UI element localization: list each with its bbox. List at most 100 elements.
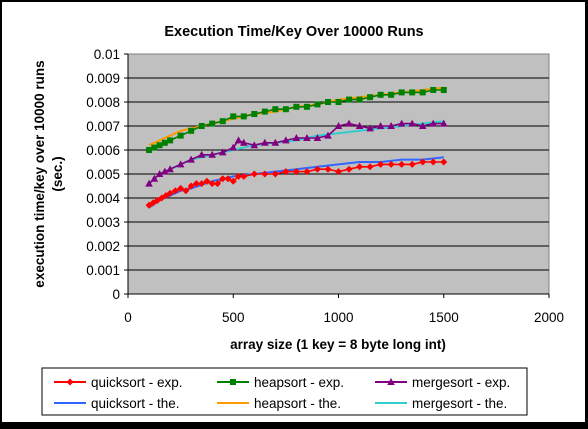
data-point: [387, 122, 395, 129]
data-point: [324, 165, 332, 173]
legend-label: mergesort - the.: [412, 396, 507, 411]
data-point: [440, 158, 448, 166]
data-point: [346, 96, 353, 103]
data-point: [335, 99, 342, 105]
legend-label: quicksort - exp.: [91, 375, 183, 390]
data-point: [366, 163, 374, 171]
legend-item-heapsort-exp: heapsort - exp.: [217, 375, 344, 390]
data-point: [230, 113, 237, 120]
data-point: [324, 99, 331, 105]
data-point: [271, 138, 280, 146]
data-point: [345, 165, 353, 173]
data-point: [208, 150, 216, 158]
chart-frame: Execution Time/Key Over 10000 Runs 0 0.00…: [1, 1, 586, 423]
chart-title: Execution Time/Key Over 10000 Runs: [164, 24, 423, 40]
data-point: [219, 118, 226, 125]
data-point: [197, 150, 206, 158]
data-point: [145, 179, 153, 187]
data-point: [219, 175, 227, 183]
data-point: [150, 174, 159, 182]
y-tick-label: 0.001: [86, 263, 120, 278]
x-tick-label: 1500: [429, 310, 459, 325]
series-quicksort-exp: [145, 158, 448, 209]
legend-label: mergesort - exp.: [412, 375, 510, 390]
data-point: [440, 87, 447, 93]
data-point: [387, 160, 395, 168]
data-point: [439, 119, 448, 127]
data-point: [234, 136, 243, 144]
x-tick-label: 500: [222, 310, 245, 325]
y-tick-label: 0.008: [86, 95, 120, 110]
y-tick-label: 0.003: [86, 215, 120, 230]
data-point: [398, 89, 405, 96]
data-point: [151, 144, 158, 151]
data-point: [303, 103, 310, 110]
data-point: [429, 119, 438, 127]
data-point: [377, 160, 385, 168]
data-point: [419, 89, 426, 96]
data-point: [239, 138, 248, 146]
data-point: [313, 165, 321, 173]
data-point: [261, 108, 268, 115]
legend-item-mergesort-exp: mergesort - exp.: [375, 375, 510, 390]
legend-label: heapsort - exp.: [254, 375, 344, 390]
data-point: [171, 187, 179, 195]
data-point: [429, 158, 437, 166]
y-tick-label: 0.01: [94, 47, 120, 62]
y-tick-label: 0.007: [86, 119, 120, 134]
data-point: [408, 119, 416, 127]
data-point: [176, 160, 185, 168]
data-point: [208, 180, 216, 188]
y-axis-label-line-1: execution time/key over 10000 runs: [32, 60, 47, 287]
x-axis-ticks: 0 500 1000 1500 2000: [124, 293, 564, 325]
data-point: [408, 160, 416, 168]
data-point: [334, 122, 343, 129]
y-tick-label: 0.009: [86, 71, 120, 86]
legend-marker: [66, 378, 74, 386]
y-tick-label: 0.004: [86, 191, 120, 206]
y-tick-label: 0: [112, 287, 120, 302]
x-tick-label: 0: [124, 310, 132, 325]
data-point: [146, 147, 153, 153]
data-point: [355, 122, 364, 129]
data-point: [213, 180, 221, 188]
data-point: [419, 158, 427, 166]
data-point: [356, 96, 363, 103]
data-point: [430, 87, 437, 93]
x-axis-label: array size (1 key = 8 byte long int): [230, 337, 446, 352]
data-point: [167, 137, 174, 144]
data-point: [293, 103, 300, 110]
data-point: [398, 160, 406, 168]
data-point: [356, 163, 364, 171]
data-point: [313, 134, 322, 141]
data-point: [303, 168, 311, 176]
data-point: [177, 184, 185, 192]
legend-item-quicksort-the: quicksort - the.: [54, 396, 180, 411]
data-point: [229, 143, 238, 151]
data-point: [303, 134, 311, 141]
legend-item-quicksort-exp: quicksort - exp.: [54, 375, 183, 390]
data-point: [376, 122, 385, 129]
legend-item-heapsort-the: heapsort - the.: [217, 396, 341, 411]
data-point: [335, 168, 342, 176]
data-point: [314, 101, 321, 108]
data-point: [261, 138, 269, 146]
data-point: [282, 106, 289, 113]
data-point: [282, 168, 290, 176]
data-point: [388, 91, 395, 98]
data-point: [250, 141, 259, 149]
y-axis-ticks: 0 0.001 0.002 0.003 0.004 0.005 0.006 0.007 0.00…: [86, 47, 129, 302]
data-point: [229, 177, 237, 185]
series-heapsort-exp: [146, 87, 447, 153]
series-group: [145, 86, 448, 209]
data-point: [218, 148, 227, 156]
y-tick-label: 0.005: [86, 167, 120, 182]
data-point: [177, 132, 184, 139]
data-point: [161, 139, 168, 146]
data-point: [272, 106, 279, 113]
data-point: [292, 168, 300, 176]
legend-label: quicksort - the.: [91, 396, 180, 411]
data-point: [187, 182, 195, 190]
legend-label: heapsort - the.: [254, 396, 341, 411]
data-point: [240, 172, 248, 180]
